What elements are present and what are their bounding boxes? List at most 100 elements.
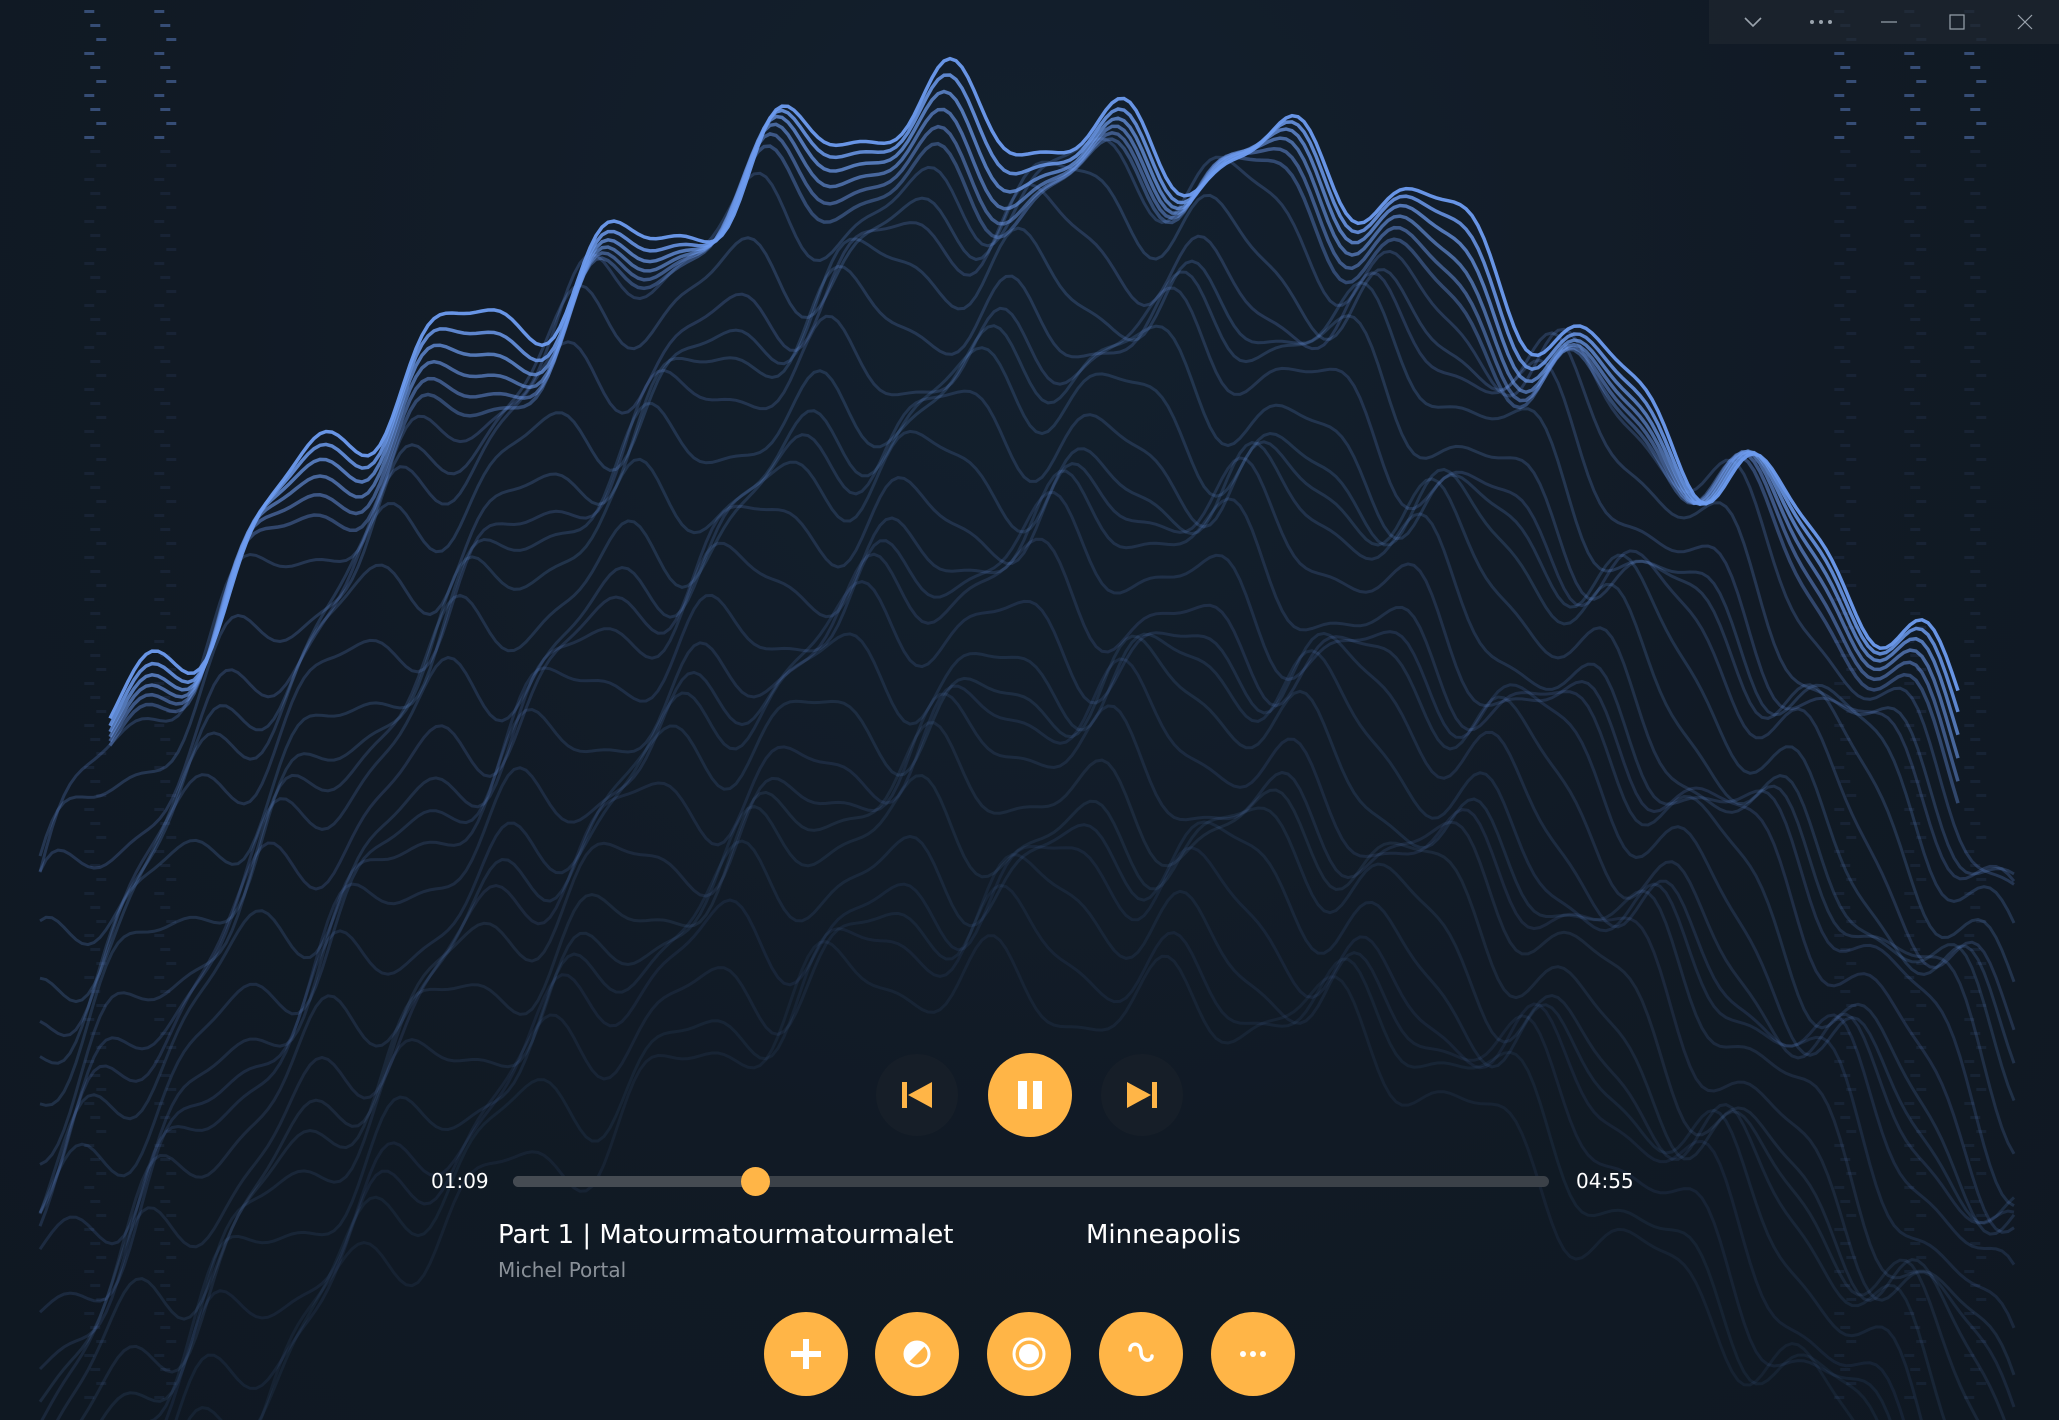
maximize-button[interactable] xyxy=(1923,0,1991,44)
visualizer-edge-tick xyxy=(1834,94,1845,97)
visualizer-edge-tick xyxy=(1970,906,1981,909)
seek-bar[interactable] xyxy=(513,1167,1549,1196)
visualizer-edge-tick xyxy=(1910,990,1921,993)
visualizer-edge-tick xyxy=(96,668,107,671)
visualizer-edge-tick xyxy=(1970,864,1981,867)
visualizer-edge-tick xyxy=(96,1088,107,1091)
more-options-button[interactable] xyxy=(1787,0,1855,44)
visualizer-edge-tick xyxy=(1970,1326,1981,1329)
visualizer-edge-tick xyxy=(1970,234,1981,237)
visualizer-line-faint xyxy=(39,264,2016,1004)
visualizer-edge-tick xyxy=(154,220,165,223)
visualizer-edge-tick xyxy=(154,52,165,55)
visualizer-edge-tick xyxy=(1910,150,1921,153)
visualizer-edge-tick xyxy=(84,976,95,979)
visualizer-edge-tick xyxy=(1964,388,1975,391)
visualizer-edge-tick xyxy=(1840,1242,1851,1245)
visualizer-edge-tick xyxy=(1964,514,1975,517)
visualizer-edge-tick xyxy=(96,500,107,503)
visualizer-edge-tick xyxy=(166,584,177,587)
visualizer-edge-tick xyxy=(160,192,171,195)
visualizer-edge-tick xyxy=(154,1102,165,1105)
visualizer-edge-tick xyxy=(1910,1116,1921,1119)
visualizer-edge-tick xyxy=(84,850,95,853)
add-to-playlist-button[interactable] xyxy=(764,1312,848,1396)
visualizer-edge-tick xyxy=(1976,1046,1987,1049)
visualizer-edge-tick xyxy=(1964,472,1975,475)
close-button[interactable] xyxy=(1991,0,2059,44)
equalizer-button[interactable] xyxy=(1099,1312,1183,1396)
visualizer-edge-tick xyxy=(1904,976,1915,979)
visualizer-edge-tick xyxy=(166,80,177,83)
visualizer-edge-tick xyxy=(90,738,101,741)
visualizer-edge-tick xyxy=(1904,514,1915,517)
visualizer-edge-tick xyxy=(1970,360,1981,363)
next-track-button[interactable] xyxy=(1101,1054,1183,1136)
visualizer-edge-tick xyxy=(1904,1186,1915,1189)
visualizer-edge-tick xyxy=(1834,808,1845,811)
visualizer-edge-tick xyxy=(1904,220,1915,223)
visualizer-edge-tick xyxy=(1964,1102,1975,1105)
visualizer-edge-tick xyxy=(1916,164,1927,167)
visualizer-edge-tick xyxy=(1834,850,1845,853)
minimize-button[interactable] xyxy=(1855,0,1923,44)
visualizer-edge-tick xyxy=(84,304,95,307)
visualizer-edge-tick xyxy=(1846,206,1857,209)
visualizer-edge-tick xyxy=(90,108,101,111)
visualizer-edge-tick xyxy=(1834,220,1845,223)
visualizer-edge-tick xyxy=(1964,1018,1975,1021)
visualizer-edge-tick xyxy=(1964,682,1975,685)
visualizer-line-faint xyxy=(259,934,1855,1420)
visualizer-edge-tick xyxy=(1910,276,1921,279)
visualizer-edge-tick xyxy=(84,1270,95,1273)
visualizer-line-faint xyxy=(99,773,1946,1420)
seek-thumb[interactable] xyxy=(741,1167,771,1196)
add-icon xyxy=(791,1339,821,1369)
visualizer-edge-tick xyxy=(160,234,171,237)
skip-previous-icon xyxy=(902,1082,932,1108)
visualizer-edge-tick xyxy=(1910,1200,1921,1203)
visualizer-edge-tick xyxy=(1904,178,1915,181)
visualizer-edge-tick xyxy=(1970,612,1981,615)
visualizer-edge-tick xyxy=(1840,654,1851,657)
visualizer-edge-tick xyxy=(160,276,171,279)
visualizer-edge-tick xyxy=(84,1312,95,1315)
visualizer-edge-tick xyxy=(1846,962,1857,965)
visualizer-edge-tick xyxy=(84,136,95,139)
visualizer-edge-tick xyxy=(1976,1256,1987,1259)
visualizer-edge-tick xyxy=(1840,1326,1851,1329)
visualizer-line xyxy=(108,73,1960,727)
visualizer-edge-tick xyxy=(1910,1158,1921,1161)
theme-button[interactable] xyxy=(875,1312,959,1396)
visualizer-edge-tick xyxy=(1916,1088,1927,1091)
visualizer-edge-tick xyxy=(1840,276,1851,279)
visualizer-edge-tick xyxy=(1840,780,1851,783)
visualizer-edge-tick xyxy=(1834,304,1845,307)
visualizer-edge-tick xyxy=(96,878,107,881)
visualizer-edge-tick xyxy=(1916,290,1927,293)
collapse-button[interactable] xyxy=(1719,0,1787,44)
visualizer-edge-tick xyxy=(160,150,171,153)
visualizer-edge-tick xyxy=(154,850,165,853)
visualizer-edge-tick xyxy=(1970,570,1981,573)
visualizer-edge-tick xyxy=(1840,1200,1851,1203)
visualizer-edge-tick xyxy=(166,122,177,125)
pause-icon xyxy=(1018,1081,1042,1109)
visualizer-edge-tick xyxy=(1970,66,1981,69)
visualizer-edge-tick xyxy=(90,780,101,783)
visualizer-edge-tick xyxy=(1846,500,1857,503)
previous-track-button[interactable] xyxy=(876,1054,958,1136)
visualizer-edge-tick xyxy=(1904,1228,1915,1231)
more-actions-button[interactable] xyxy=(1211,1312,1295,1396)
visualizer-edge-tick xyxy=(1976,1172,1987,1175)
visualizer-edge-tick xyxy=(1910,1368,1921,1371)
visualizer-edge-tick xyxy=(1976,752,1987,755)
visualizer-edge-tick xyxy=(1964,640,1975,643)
visualizer-edge-tick xyxy=(1904,640,1915,643)
visualizer-edge-tick xyxy=(154,178,165,181)
visualizer-line-faint xyxy=(38,469,2016,1236)
visualizer-mode-button[interactable] xyxy=(987,1312,1071,1396)
visualizer-edge-tick xyxy=(154,1186,165,1189)
play-pause-button[interactable] xyxy=(988,1053,1072,1137)
visualizer-edge-tick xyxy=(84,682,95,685)
